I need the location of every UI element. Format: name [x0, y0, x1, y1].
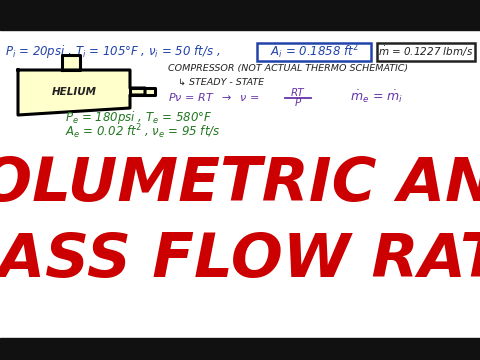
- Text: $P_e$ = 180psi , $T_e$ = 580°F: $P_e$ = 180psi , $T_e$ = 580°F: [65, 109, 212, 126]
- Bar: [0, 338, 480, 360]
- Text: $A_i$ = 0.1858 ft$^2$: $A_i$ = 0.1858 ft$^2$: [270, 42, 359, 61]
- Polygon shape: [130, 88, 155, 95]
- Bar: [0, 0, 480, 30]
- Text: MASS FLOW RATE: MASS FLOW RATE: [0, 230, 480, 289]
- FancyBboxPatch shape: [257, 43, 371, 61]
- Text: $P\nu$ = RT  $\rightarrow$  $\nu$ =: $P\nu$ = RT $\rightarrow$ $\nu$ =: [168, 91, 261, 103]
- Text: ↳ STEADY - STATE: ↳ STEADY - STATE: [178, 77, 264, 86]
- Text: $A_e$ = 0.02 ft$^2$ , $\nu_e$ = 95 ft/s: $A_e$ = 0.02 ft$^2$ , $\nu_e$ = 95 ft/s: [65, 123, 220, 141]
- FancyBboxPatch shape: [377, 43, 475, 61]
- Text: VOLUMETRIC AND: VOLUMETRIC AND: [0, 156, 480, 215]
- Text: $P_i$ = 20psi , $T_i$ = 105°F , $\nu_i$ = 50 ft/s ,: $P_i$ = 20psi , $T_i$ = 105°F , $\nu_i$ …: [5, 44, 220, 60]
- Text: P: P: [295, 98, 301, 108]
- Text: COMPRESSOR (NOT ACTUAL THERMO SCHEMATIC): COMPRESSOR (NOT ACTUAL THERMO SCHEMATIC): [168, 63, 408, 72]
- Text: $\dot{m}_e$ = $\dot{m}_i$: $\dot{m}_e$ = $\dot{m}_i$: [350, 89, 403, 105]
- Polygon shape: [18, 70, 145, 115]
- Text: HELIUM: HELIUM: [51, 87, 96, 97]
- Polygon shape: [62, 55, 80, 70]
- Text: RT: RT: [291, 88, 305, 98]
- Text: $\dot{m}$ = 0.1227 lbm/s: $\dot{m}$ = 0.1227 lbm/s: [378, 45, 474, 59]
